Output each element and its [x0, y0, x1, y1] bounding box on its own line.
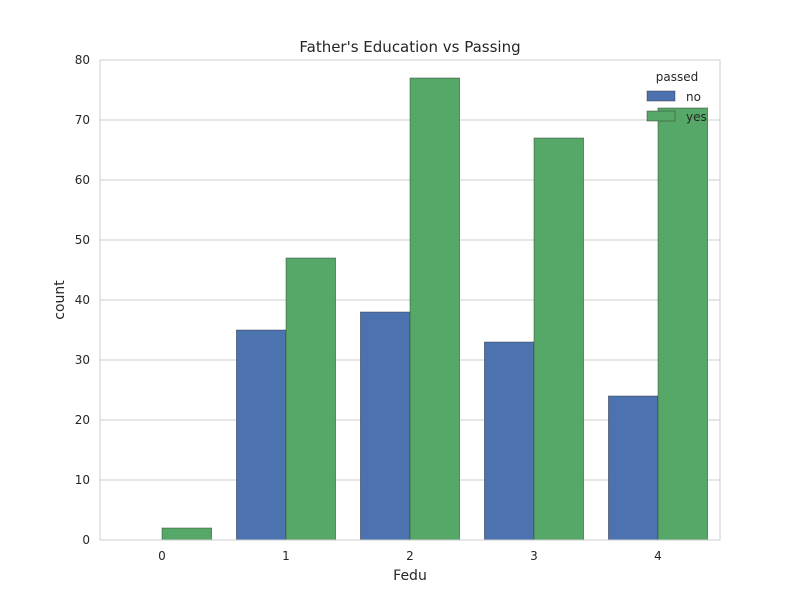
- x-tick-label: 1: [282, 549, 290, 563]
- y-tick-label: 50: [75, 233, 90, 247]
- y-tick-label: 60: [75, 173, 90, 187]
- legend-swatch-yes: [646, 110, 676, 122]
- bar-yes-4: [657, 107, 708, 541]
- y-tick-label: 70: [75, 113, 90, 127]
- y-tick-labels: 0 10 20 30 40 50 60 70 80: [75, 53, 90, 547]
- y-tick-label: 40: [75, 293, 90, 307]
- y-tick-label: 20: [75, 413, 90, 427]
- x-axis-label: Fedu: [393, 568, 427, 584]
- legend-label-no: no: [686, 90, 701, 104]
- bar-no-2: [359, 311, 411, 541]
- y-axis-label: count: [52, 280, 68, 320]
- bar-yes-3: [533, 137, 584, 541]
- legend-title: passed: [656, 70, 698, 84]
- x-tick-labels: 0 1 2 3 4: [158, 549, 662, 563]
- legend-swatch-no: [646, 90, 676, 102]
- bar-no-1: [235, 329, 287, 541]
- y-tick-label: 30: [75, 353, 90, 367]
- y-tick-label: 10: [75, 473, 90, 487]
- bar-no-3: [483, 341, 535, 541]
- bar-yes-1: [285, 257, 336, 541]
- chart-title: Father's Education vs Passing: [299, 38, 520, 56]
- x-tick-label: 2: [406, 549, 414, 563]
- plot-frame: [99, 59, 721, 541]
- legend: passed no yes: [646, 70, 707, 124]
- x-tick-label: 4: [654, 549, 662, 563]
- legend-label-yes: yes: [686, 110, 707, 124]
- bars: [161, 77, 708, 541]
- y-tick-label: 80: [75, 53, 90, 67]
- bar-no-4: [608, 395, 659, 541]
- x-tick-label: 0: [158, 549, 166, 563]
- x-tick-label: 3: [530, 549, 538, 563]
- y-tick-label: 0: [82, 533, 90, 547]
- bar-yes-2: [409, 77, 460, 541]
- bar-yes-0: [161, 527, 212, 541]
